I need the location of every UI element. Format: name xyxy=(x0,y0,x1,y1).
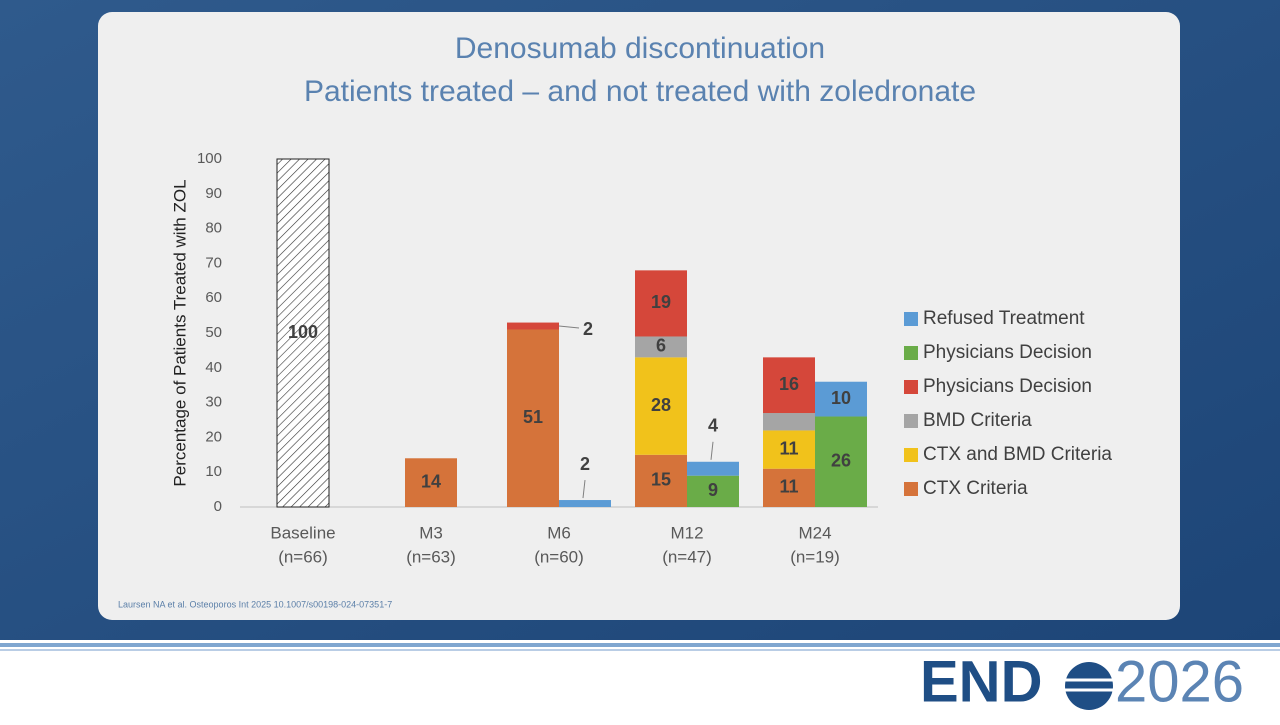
x-tick-label: (n=60) xyxy=(534,547,584,566)
y-tick-label: 10 xyxy=(205,463,222,480)
legend-swatch xyxy=(904,448,918,462)
bar-segment xyxy=(559,500,611,507)
y-tick-label: 100 xyxy=(197,150,222,167)
bar-segment xyxy=(507,329,559,507)
legend-swatch xyxy=(904,482,918,496)
y-axis-label: Percentage of Patients Treated with ZOL xyxy=(170,179,189,486)
data-label: 4 xyxy=(708,416,718,436)
bar-segment xyxy=(687,475,739,507)
data-label: 26 xyxy=(831,451,851,471)
bar-segment xyxy=(763,430,815,469)
data-label: 14 xyxy=(421,471,441,491)
bar-segment xyxy=(763,413,815,431)
x-tick-label: (n=63) xyxy=(406,547,456,566)
logo-text: END xyxy=(920,649,1042,714)
legend-label: Refused Treatment xyxy=(923,308,1085,329)
bar-segment xyxy=(405,458,457,507)
bar-segment xyxy=(763,357,815,414)
y-tick-label: 20 xyxy=(205,428,222,445)
y-tick-label: 70 xyxy=(205,254,222,271)
logo-text: 2026 xyxy=(1115,649,1244,714)
data-label: 15 xyxy=(651,470,671,490)
legend-swatch xyxy=(904,414,918,428)
bar-segment xyxy=(635,270,687,337)
data-label: 11 xyxy=(779,477,798,497)
bar-segment xyxy=(635,336,687,358)
legend-swatch xyxy=(904,346,918,360)
bar-segment xyxy=(815,416,867,507)
data-label: 10 xyxy=(831,388,851,408)
data-label: 9 xyxy=(708,480,718,500)
y-tick-label: 90 xyxy=(205,185,222,202)
legend-label: Physicians Decision xyxy=(923,376,1092,397)
y-tick-label: 0 xyxy=(214,498,222,515)
chart-title: Denosumab discontinuation xyxy=(455,32,825,65)
bar-segment xyxy=(276,158,330,508)
x-tick-label: M3 xyxy=(419,523,443,542)
y-tick-label: 60 xyxy=(205,289,222,306)
legend-label: Physicians Decision xyxy=(923,342,1092,363)
data-label: 19 xyxy=(651,292,671,312)
data-label: 51 xyxy=(523,407,543,427)
chart-title: Patients treated – and not treated with … xyxy=(304,75,976,108)
data-label: 100 xyxy=(288,322,318,342)
data-label: 2 xyxy=(580,454,590,474)
x-tick-label: (n=47) xyxy=(662,547,712,566)
bar-segment xyxy=(763,468,815,507)
legend-swatch xyxy=(904,312,918,326)
x-tick-label: M12 xyxy=(670,523,703,542)
data-label: 2 xyxy=(583,319,593,339)
y-tick-label: 80 xyxy=(205,220,222,237)
data-label: 6 xyxy=(656,336,666,356)
logo-globe xyxy=(1062,662,1116,710)
y-tick-label: 50 xyxy=(205,324,222,341)
bar-segment xyxy=(635,454,687,507)
x-tick-label: (n=19) xyxy=(790,547,840,566)
leader-line xyxy=(582,479,586,499)
legend-label: CTX and BMD Criteria xyxy=(923,444,1112,465)
y-tick-label: 40 xyxy=(205,359,222,376)
citation: Laursen NA et al. Osteoporos Int 2025 10… xyxy=(118,599,392,609)
data-label: 11 xyxy=(779,438,798,458)
bar-segment xyxy=(635,357,687,455)
bar-segment xyxy=(507,322,559,330)
y-tick-label: 30 xyxy=(205,394,222,411)
x-tick-label: Baseline xyxy=(270,523,335,542)
bar-segment xyxy=(687,461,739,476)
data-label: 16 xyxy=(779,374,799,394)
legend-swatch xyxy=(904,380,918,394)
footer-rule xyxy=(0,643,1280,647)
x-tick-label: (n=66) xyxy=(278,547,328,566)
leader-line xyxy=(558,325,580,329)
footer-rule xyxy=(0,649,1280,651)
leader-line xyxy=(710,441,714,460)
x-tick-label: M24 xyxy=(798,523,831,542)
data-label: 28 xyxy=(651,395,671,415)
legend-label: CTX Criteria xyxy=(923,478,1028,499)
legend-label: BMD Criteria xyxy=(923,410,1032,431)
x-tick-label: M6 xyxy=(547,523,571,542)
bar-segment xyxy=(815,381,867,417)
